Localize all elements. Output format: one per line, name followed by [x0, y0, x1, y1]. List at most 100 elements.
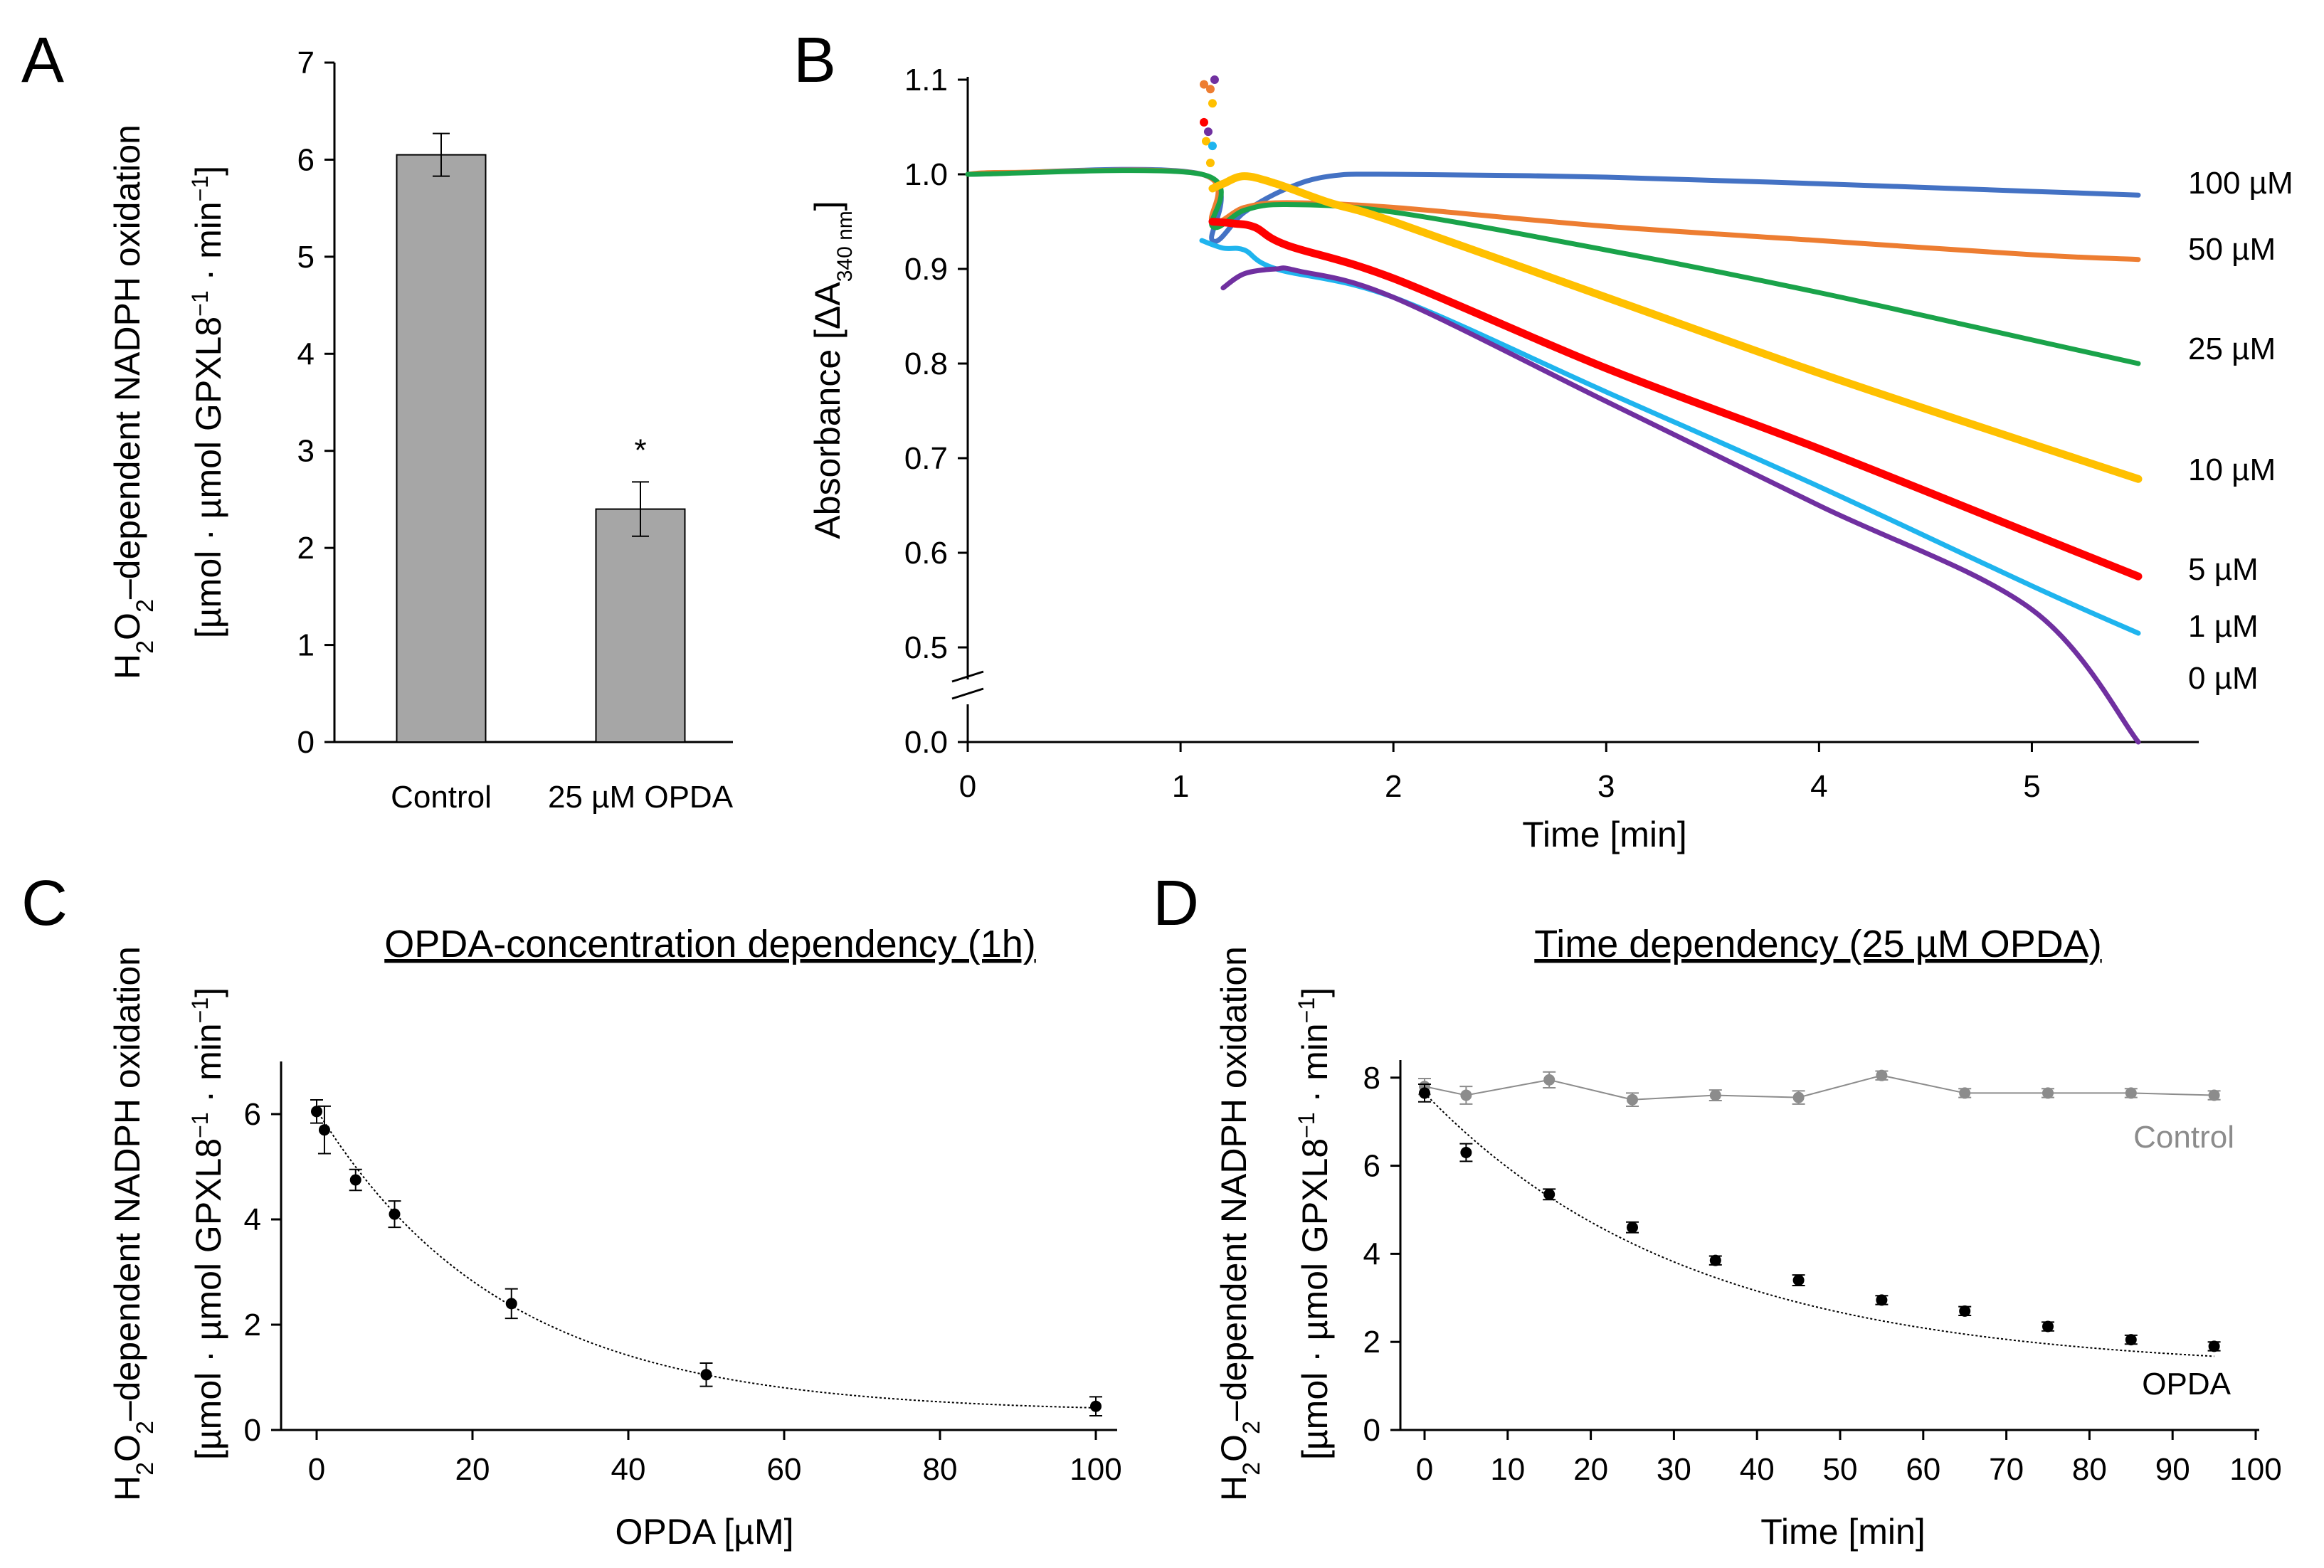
panel-a: A H2O2–dependent NADPH oxidation [µmol · … [21, 25, 734, 815]
series-line [1220, 265, 2141, 745]
y-tick-label: 0.8 [904, 346, 948, 381]
series-line [1208, 172, 2143, 483]
x-tick-label: 0 [959, 769, 976, 804]
y-tick-label: 0.6 [904, 536, 948, 571]
y-label-part: 2 [132, 1421, 159, 1434]
scatter-dot [1203, 127, 1213, 137]
y-label-line1: H2O2–dependent NADPH oxidation [107, 946, 159, 1501]
data-point [1876, 1069, 1888, 1081]
data-point [318, 1124, 330, 1136]
y-label-line1: H2O2–dependent NADPH oxidation [107, 125, 159, 679]
data-point [1959, 1305, 1971, 1317]
series-label: OPDA [2142, 1367, 2231, 1402]
y-axis-label: H2O2–dependent NADPH oxidation [µmol · µm… [1214, 946, 1335, 1501]
y-tick-label: 3 [297, 434, 315, 469]
y-tick-label: 6 [244, 1097, 261, 1132]
y-label-part: –dependent NADPH oxidation [1214, 946, 1254, 1421]
y-label-part: O [107, 613, 147, 640]
chart-title: OPDA-concentration dependency (1h) [384, 923, 1036, 965]
y-label-group: H2O2–dependent NADPH oxidation [µmol · µm… [107, 125, 228, 679]
y-tick-label: 2 [244, 1308, 261, 1342]
y-label-part: −1 [187, 176, 213, 201]
axis-break [951, 670, 984, 683]
y-tick-label: 0.5 [904, 630, 948, 665]
data-point [2208, 1340, 2220, 1352]
scatter-dot [1199, 117, 1208, 127]
series-label: 25 µM [2188, 332, 2276, 366]
y-label-part: ] [189, 166, 228, 176]
y-label-part: −1 [1294, 1112, 1319, 1138]
y-tick-label: 6 [297, 142, 315, 177]
panel-d: D Time dependency (25 µM OPDA) H2O2–depe… [1153, 868, 2282, 1552]
significance-mark: * [634, 433, 646, 467]
data-point [2125, 1087, 2137, 1099]
y-label-line2: [µmol · µmol GPXL8−1 · min−1] [187, 166, 228, 638]
series-line [965, 168, 2141, 366]
y-tick-label: 0 [244, 1413, 261, 1448]
y-axis-label: H2O2–dependent NADPH oxidation [µmol · µm… [107, 125, 228, 679]
data-point [1460, 1089, 1472, 1101]
y-label-part: O [107, 1434, 147, 1462]
y-tick-label: 2 [1363, 1325, 1380, 1360]
x-tick-label: 90 [2155, 1452, 2190, 1487]
y-tick-label: 7 [297, 46, 315, 80]
y-label-part: –dependent NADPH oxidation [107, 946, 147, 1421]
data-point [1460, 1147, 1472, 1158]
data-point [1627, 1222, 1638, 1234]
y-label-part: 340 nm [833, 211, 857, 282]
y-tick-label: 6 [1363, 1149, 1380, 1184]
x-tick-label: 0 [1416, 1452, 1433, 1487]
x-tick-label: 80 [2072, 1452, 2107, 1487]
y-tick-label: 0.7 [904, 441, 948, 476]
y-label-part: 2 [132, 599, 159, 613]
x-tick-label: 2 [1385, 769, 1402, 804]
x-tick-label: 1 [1172, 769, 1189, 804]
bar [396, 154, 487, 743]
y-tick-label: 1.0 [904, 157, 948, 192]
y-label-part: · min [189, 201, 228, 290]
series-label: 0 µM [2188, 661, 2259, 696]
series-label: 5 µM [2188, 552, 2259, 587]
bar [595, 508, 686, 743]
axis-break [951, 687, 984, 700]
y-tick-label: 0.0 [904, 725, 948, 760]
panel-b: B Absorbance [ΔA340 nm] Time [min] 0.00.… [793, 25, 2293, 854]
series-line [1208, 218, 2143, 581]
x-tick-label: 5 [2023, 769, 2040, 804]
y-label-part: 2 [1238, 1462, 1265, 1476]
y-label-part: −1 [187, 290, 213, 316]
y-label-part: H [107, 1476, 147, 1501]
y-label-group: H2O2–dependent NADPH oxidation [µmol · µm… [1214, 946, 1335, 1501]
x-tick-label: 100 [1069, 1452, 1121, 1487]
y-label-part: 2 [132, 640, 159, 654]
panel-letter: D [1153, 868, 1199, 939]
x-tick-label: 4 [1810, 769, 1827, 804]
y-axis-label: H2O2–dependent NADPH oxidation [µmol · µm… [107, 946, 228, 1501]
plot-area: 0 1 2 3 4 5 6 7 Control 25 µM OPDA * [297, 46, 734, 815]
y-tick-label: 0.9 [904, 252, 948, 287]
chart-title: Time dependency (25 µM OPDA) [1534, 923, 2101, 965]
y-label-part: −1 [1294, 997, 1319, 1023]
x-tick-label: 20 [455, 1452, 490, 1487]
data-point [700, 1369, 712, 1381]
y-label-part: O [1214, 1434, 1254, 1462]
panel-letter: B [793, 25, 836, 96]
data-point [2208, 1089, 2220, 1101]
x-axis-label: OPDA [µM] [615, 1512, 793, 1552]
data-point [2042, 1320, 2054, 1333]
data-point [311, 1106, 322, 1118]
fit-curve [1424, 1092, 2214, 1357]
series-line [1199, 238, 2141, 636]
data-point [1959, 1087, 1971, 1099]
data-point [1876, 1294, 1888, 1306]
scatter-dot [1208, 99, 1217, 108]
y-tick-label: 0 [297, 725, 315, 760]
y-label-part: −1 [187, 997, 213, 1023]
data-point [1792, 1274, 1805, 1286]
x-tick-label: 25 µM OPDA [548, 780, 734, 815]
data-point [389, 1208, 401, 1220]
y-label-part: ] [1295, 987, 1335, 997]
x-axis-label: Time [min] [1522, 815, 1687, 854]
x-tick-label: 30 [1657, 1452, 1691, 1487]
x-tick-label: 40 [1740, 1452, 1775, 1487]
